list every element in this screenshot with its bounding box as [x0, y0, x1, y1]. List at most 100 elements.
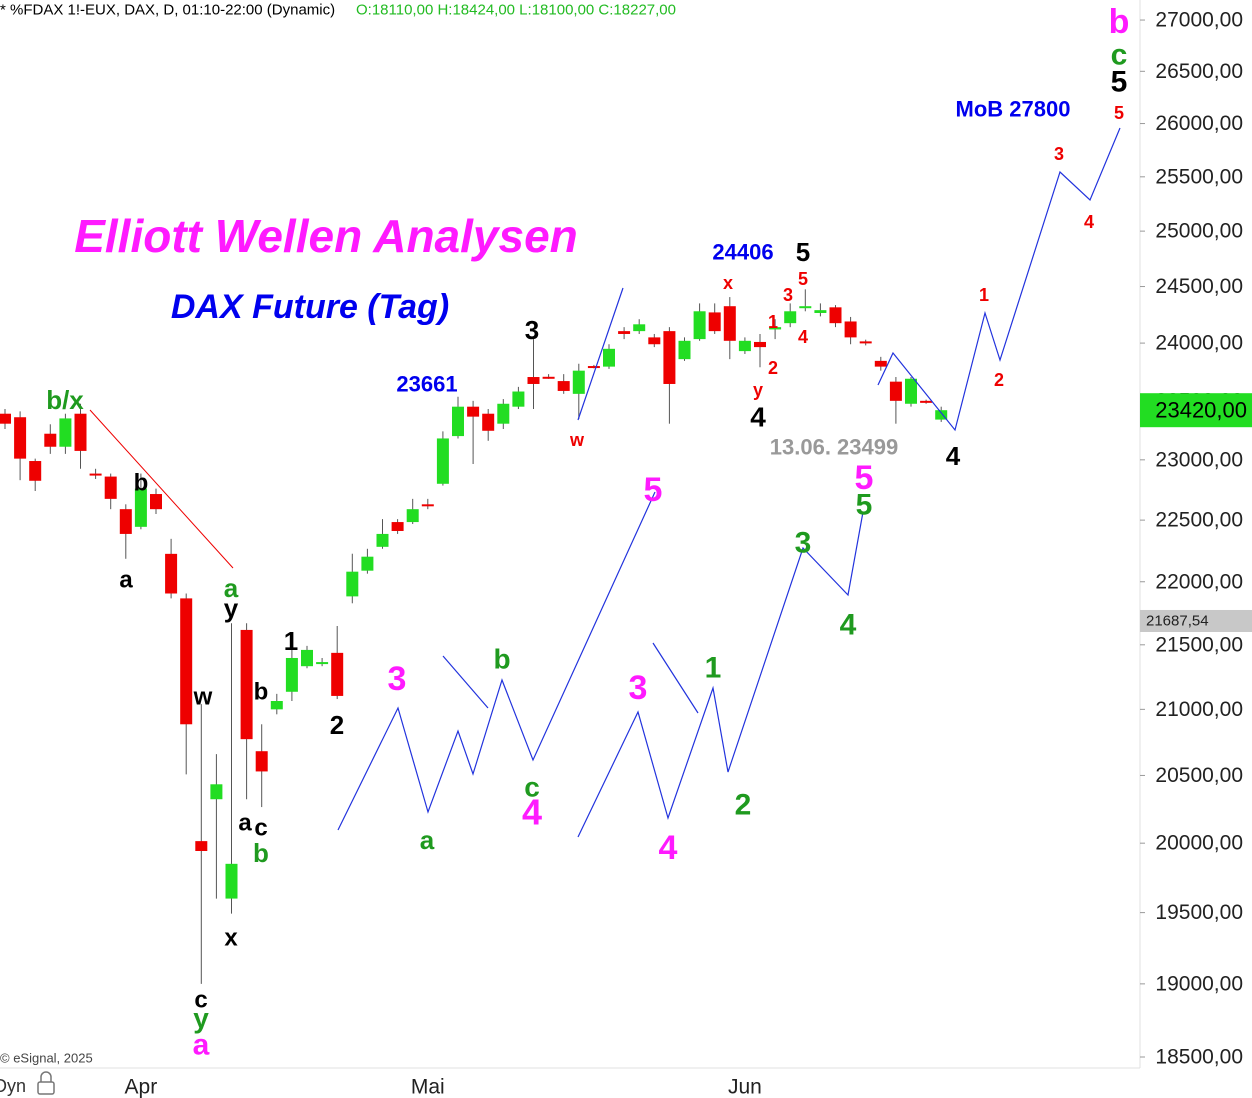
wave-label: 2 [735, 789, 752, 822]
wave-label: c [1111, 39, 1128, 72]
y-tick-label: 24000,00 [1155, 332, 1243, 355]
wave-label: 3 [1054, 144, 1064, 164]
candle-body [210, 784, 223, 800]
candle-body [44, 433, 57, 447]
candle-body [754, 341, 766, 348]
wave-label: a [420, 825, 435, 855]
candle-body [391, 522, 404, 531]
wave-label: MoB 27800 [956, 97, 1071, 122]
y-tick-label: 19500,00 [1155, 901, 1243, 924]
candle-body [316, 662, 329, 665]
candle-body [29, 461, 42, 481]
y-tick-label: 23000,00 [1155, 448, 1243, 471]
y-tick-label: 25500,00 [1155, 165, 1243, 188]
wave-label: c [524, 772, 540, 803]
y-tick-label: 18500,00 [1155, 1046, 1243, 1069]
wave-label: 23661 [396, 372, 457, 397]
wave-label: b [493, 644, 510, 675]
wave-label: 1 [705, 652, 722, 685]
y-tick-label: 21500,00 [1155, 633, 1243, 656]
candle-body [467, 406, 480, 417]
wave-label: 5 [644, 471, 663, 509]
candle-body [165, 553, 178, 594]
candle-body [482, 413, 495, 431]
projection-line [652, 642, 699, 714]
wave-label: 4 [840, 609, 857, 642]
candle-body [708, 312, 721, 332]
candle-body [844, 321, 857, 338]
candle-body [603, 348, 615, 367]
candle-body [814, 310, 827, 313]
candle-body [255, 751, 268, 772]
candle-body [270, 701, 283, 710]
wave-label: 2 [330, 710, 344, 740]
candle-body [361, 556, 374, 571]
wave-label: b [134, 470, 149, 497]
wave-label: a [224, 573, 239, 603]
candle-body [889, 381, 902, 401]
y-tick-label: 22000,00 [1155, 570, 1243, 593]
wave-label: 1 [768, 312, 778, 332]
projection-line [577, 287, 624, 421]
candle-body [104, 476, 117, 499]
wave-label: 5 [856, 489, 873, 522]
candle-body [14, 417, 27, 459]
wave-label: a [193, 1029, 210, 1062]
chart-subtitle: DAX Future (Tag) [171, 288, 449, 326]
candle-body [497, 403, 510, 424]
price-label: 23420,00 [1155, 398, 1247, 423]
candle-body [633, 324, 646, 332]
wave-label: 4 [659, 829, 678, 867]
candle-body [180, 598, 193, 725]
wave-label: a [238, 810, 252, 837]
copyright: © eSignal, 2025 [0, 1051, 93, 1066]
wave-label: b [253, 838, 269, 868]
trend-line [89, 409, 234, 569]
y-tick-label: 21000,00 [1155, 698, 1243, 721]
wave-label: y [224, 593, 239, 623]
candles [0, 289, 948, 984]
candle-body [935, 410, 948, 420]
candle-body [134, 488, 147, 527]
wave-label: 3 [795, 527, 812, 560]
y-tick-label: 20000,00 [1155, 832, 1243, 855]
wave-label: c [254, 815, 267, 842]
wave-label: 5 [798, 269, 808, 289]
wave-label: 3 [629, 669, 648, 707]
candle-body [0, 413, 11, 424]
price-label-box [1140, 393, 1252, 428]
wave-label: 4 [522, 792, 542, 833]
wave-label: a [119, 567, 133, 594]
candle-body [572, 370, 585, 394]
y-tick-label: 20500,00 [1155, 764, 1243, 787]
wave-label: 4 [1084, 212, 1094, 232]
mode: Dyn [0, 1076, 26, 1096]
wave-label: 4 [798, 327, 808, 347]
candle-body [693, 311, 706, 340]
candle-body [119, 509, 132, 534]
price-label-box [1140, 609, 1252, 632]
candle-body [240, 629, 253, 740]
wave-label: 3 [525, 315, 539, 345]
candle-body [648, 337, 661, 345]
wave-label: 4 [946, 441, 961, 471]
x-tick-label: Mai [411, 1076, 445, 1098]
wave-label: 5 [1114, 103, 1124, 123]
candle-body [723, 306, 736, 341]
candle-body [678, 340, 691, 360]
chart-title: Elliott Wellen Analysen [74, 210, 578, 262]
projection-line [577, 511, 864, 838]
lock-icon [37, 1071, 55, 1095]
lock-body [37, 1081, 55, 1095]
candle-body [618, 331, 631, 334]
y-tick-label: 27000,00 [1155, 9, 1243, 32]
wave-label: w [569, 430, 585, 450]
wave-label: 5 [1111, 66, 1128, 99]
candle-body [195, 841, 208, 852]
y-tick-label: 26500,00 [1155, 60, 1243, 83]
candle-body [557, 381, 570, 391]
y-tick-label: 19000,00 [1155, 972, 1243, 995]
wave-label: x [224, 925, 238, 952]
